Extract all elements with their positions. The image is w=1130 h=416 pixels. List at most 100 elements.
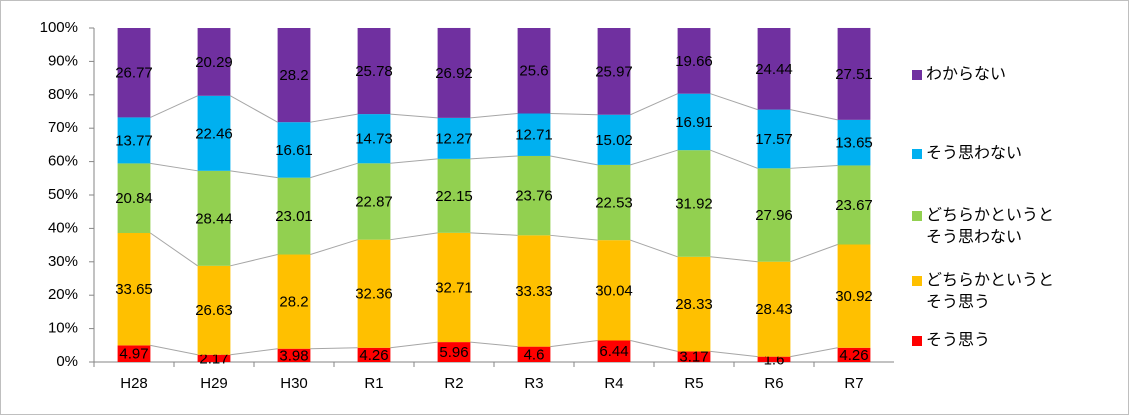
data-label: 27.51 bbox=[835, 66, 873, 83]
data-label: 26.92 bbox=[435, 65, 473, 82]
data-label: 19.66 bbox=[675, 53, 713, 70]
bar-segment bbox=[677, 150, 711, 257]
data-label: 20.84 bbox=[115, 190, 153, 207]
data-label: 12.27 bbox=[435, 130, 473, 147]
bar-segment bbox=[517, 346, 551, 362]
data-label: 22.53 bbox=[595, 195, 633, 212]
data-label: 22.46 bbox=[195, 125, 233, 142]
connector-line bbox=[710, 149, 758, 169]
data-label: 12.71 bbox=[515, 127, 553, 144]
legend-item: どちらかというとそう思う bbox=[912, 270, 1058, 314]
bar-segment bbox=[277, 348, 311, 362]
bar-segment bbox=[757, 356, 791, 362]
connector-line bbox=[710, 256, 758, 263]
data-label: 28.33 bbox=[675, 296, 713, 313]
data-label: 28.2 bbox=[279, 294, 308, 311]
bar-segment bbox=[837, 165, 871, 245]
legend-swatch bbox=[912, 211, 922, 221]
connector-line bbox=[390, 232, 438, 241]
connector-line bbox=[550, 155, 598, 166]
connector-line bbox=[150, 344, 198, 356]
connector-line bbox=[790, 244, 838, 263]
data-label: 25.6 bbox=[519, 63, 548, 80]
y-tick-label: 50% bbox=[48, 186, 78, 203]
y-tick-label: 70% bbox=[48, 119, 78, 136]
data-label: 5.96 bbox=[439, 344, 468, 361]
data-label: 30.04 bbox=[595, 282, 633, 299]
bar-segment bbox=[197, 265, 231, 355]
legend-item: どちらかというとそう思わない bbox=[912, 205, 1058, 249]
data-label: 24.44 bbox=[755, 61, 793, 78]
data-label: 4.97 bbox=[119, 346, 148, 363]
bar-segment bbox=[117, 163, 151, 234]
connector-line bbox=[550, 113, 598, 116]
connector-line bbox=[230, 348, 278, 356]
y-tick-label: 60% bbox=[48, 153, 78, 170]
bar-segment bbox=[837, 119, 871, 166]
x-tick-label: R5 bbox=[684, 375, 703, 392]
y-tick-label: 90% bbox=[48, 52, 78, 69]
legend-item: そう思う bbox=[912, 330, 1058, 352]
data-label: 22.15 bbox=[435, 188, 473, 205]
data-label: 23.76 bbox=[515, 188, 553, 205]
bar-segment bbox=[677, 351, 711, 362]
connector-line bbox=[790, 347, 838, 358]
bar-segment bbox=[597, 340, 631, 362]
data-label: 30.92 bbox=[835, 288, 873, 305]
bar-segment bbox=[597, 164, 631, 241]
bar-segment bbox=[357, 347, 391, 362]
y-tick-label: 0% bbox=[56, 353, 78, 370]
connector-line bbox=[390, 113, 438, 119]
y-tick-label: 100% bbox=[40, 19, 78, 36]
bar-segment bbox=[197, 354, 231, 362]
data-label: 28.43 bbox=[755, 301, 793, 318]
bar-segment bbox=[197, 95, 231, 171]
bar-segment bbox=[677, 256, 711, 352]
connector-line bbox=[310, 162, 358, 179]
x-tick-label: H28 bbox=[120, 375, 148, 392]
connector-line bbox=[150, 232, 198, 267]
x-tick-label: R6 bbox=[764, 375, 783, 392]
bar-segment bbox=[277, 28, 311, 123]
data-label: 33.33 bbox=[515, 283, 553, 300]
bar-segment bbox=[597, 28, 631, 115]
bar-segment bbox=[677, 93, 711, 151]
data-label: 4.6 bbox=[524, 346, 545, 363]
bar-segment bbox=[117, 233, 151, 346]
connector-line bbox=[790, 109, 838, 121]
data-label: 17.57 bbox=[755, 131, 793, 148]
data-label: 15.02 bbox=[595, 132, 633, 149]
legend-label: どちらかというとそう思う bbox=[926, 272, 1055, 311]
data-label: 4.26 bbox=[359, 347, 388, 364]
x-tick-label: R2 bbox=[444, 375, 463, 392]
data-label: 28.44 bbox=[195, 210, 233, 227]
y-tick-label: 80% bbox=[48, 86, 78, 103]
bar-segment bbox=[837, 244, 871, 348]
connector-line bbox=[310, 239, 358, 255]
connector-line bbox=[150, 95, 198, 118]
bar-segment bbox=[597, 240, 631, 341]
bar-segment bbox=[837, 347, 871, 362]
connector-line bbox=[390, 341, 438, 349]
x-tick-label: R1 bbox=[364, 375, 383, 392]
bar-segment bbox=[437, 117, 471, 159]
connector-line bbox=[630, 149, 678, 166]
bar-segment bbox=[117, 28, 151, 118]
connector-line bbox=[470, 155, 518, 160]
legend-item: そう思わない bbox=[912, 143, 1058, 165]
connector-line bbox=[630, 340, 678, 352]
bar-segment bbox=[757, 261, 791, 357]
data-label: 26.63 bbox=[195, 302, 233, 319]
data-label: 14.73 bbox=[355, 131, 393, 148]
bar-segment bbox=[437, 158, 471, 233]
legend-label: そう思わない bbox=[926, 145, 1023, 162]
bar-segment bbox=[597, 114, 631, 165]
connector-line bbox=[230, 254, 278, 267]
data-label: 26.77 bbox=[115, 65, 153, 82]
bar-segment bbox=[277, 177, 311, 255]
connector-line bbox=[470, 232, 518, 236]
x-tick-label: H29 bbox=[200, 375, 228, 392]
bar-segment bbox=[357, 239, 391, 348]
